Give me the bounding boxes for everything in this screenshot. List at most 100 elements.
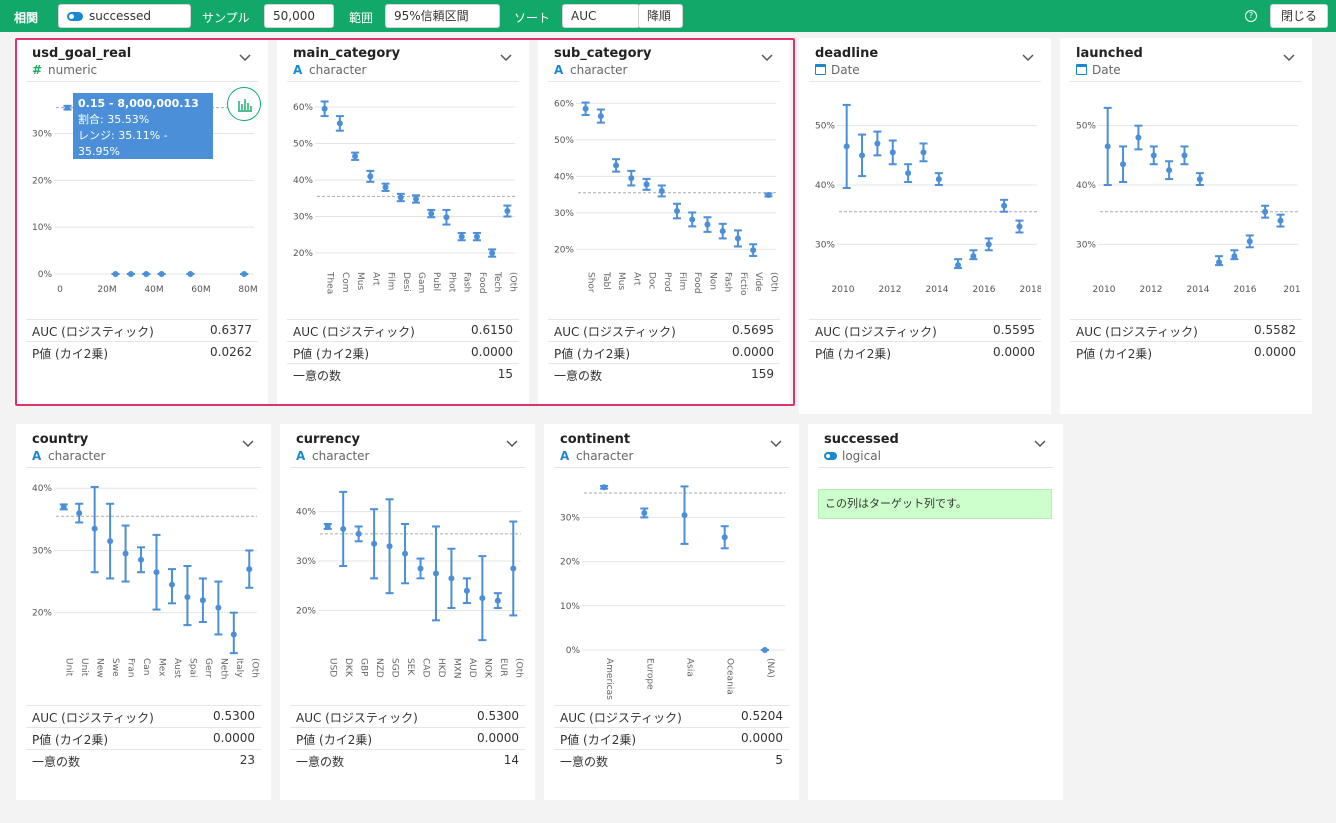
error-bar-point[interactable]: [1261, 204, 1270, 219]
error-bar-point[interactable]: [186, 271, 195, 277]
error-bar-point[interactable]: [733, 229, 742, 248]
error-bar-point[interactable]: [152, 533, 161, 611]
error-bar-point[interactable]: [657, 184, 666, 198]
error-bar-point[interactable]: [1276, 213, 1285, 228]
error-bar-point[interactable]: [339, 490, 348, 567]
error-bar-point[interactable]: [888, 139, 897, 166]
error-bar-point[interactable]: [1119, 145, 1128, 184]
error-bar-point[interactable]: [472, 231, 481, 242]
error-bar-point[interactable]: [488, 248, 497, 258]
error-bar-point[interactable]: [1134, 124, 1143, 151]
error-bar-point[interactable]: [401, 523, 410, 585]
error-bar-chart[interactable]: 0% 10% 20% 30% Americas Europe Asia Oceania (NA): [554, 470, 789, 724]
error-bar-point[interactable]: [121, 524, 130, 583]
error-bar-point[interactable]: [703, 216, 712, 233]
chevron-down-icon[interactable]: [1033, 436, 1047, 450]
error-bar-point[interactable]: [157, 271, 166, 277]
error-bar-point[interactable]: [1165, 160, 1174, 181]
error-bar-point[interactable]: [1149, 145, 1158, 166]
error-bar-point[interactable]: [969, 249, 978, 261]
error-bar-point[interactable]: [503, 204, 512, 218]
error-bar-point[interactable]: [688, 211, 697, 228]
error-bar-point[interactable]: [984, 237, 993, 252]
error-bar-point[interactable]: [442, 208, 451, 226]
error-bar-point[interactable]: [431, 525, 440, 622]
error-bar-point[interactable]: [142, 271, 151, 277]
error-bar-point[interactable]: [416, 557, 425, 580]
error-bar-point[interactable]: [718, 222, 727, 240]
error-bar-point[interactable]: [509, 520, 518, 617]
error-bar-point[interactable]: [600, 484, 609, 491]
error-bar-point[interactable]: [612, 158, 621, 173]
error-bar-point[interactable]: [106, 502, 115, 580]
error-bar-point[interactable]: [1215, 255, 1224, 267]
error-bar-point[interactable]: [351, 151, 360, 161]
chevron-down-icon[interactable]: [499, 50, 513, 64]
chevron-down-icon[interactable]: [505, 436, 519, 450]
sort-order-button[interactable]: 降順: [638, 4, 683, 28]
error-bar-point[interactable]: [1230, 249, 1239, 261]
error-bar-point[interactable]: [214, 580, 223, 636]
chevron-down-icon[interactable]: [1282, 50, 1296, 64]
error-bar-point[interactable]: [90, 485, 99, 574]
error-bar-point[interactable]: [457, 231, 466, 242]
error-bar-point[interactable]: [354, 525, 363, 543]
chevron-down-icon[interactable]: [1021, 50, 1035, 64]
chevron-down-icon[interactable]: [760, 50, 774, 64]
error-bar-point[interactable]: [1015, 219, 1024, 234]
error-bar-point[interactable]: [63, 104, 72, 111]
error-bar-chart[interactable]: 20% 30% 40% 50% 60% Thea Com Mus Art Film Desi Gam P…: [287, 84, 519, 338]
chart-type-button[interactable]: [227, 87, 261, 121]
error-bar-point[interactable]: [858, 133, 867, 178]
error-bar-point[interactable]: [1245, 234, 1254, 249]
error-bar-point[interactable]: [478, 555, 487, 642]
error-bar-point[interactable]: [229, 611, 238, 655]
error-bar-point[interactable]: [680, 485, 689, 545]
error-bar-point[interactable]: [75, 502, 84, 524]
error-bar-point[interactable]: [640, 507, 649, 519]
error-bar-point[interactable]: [370, 508, 379, 580]
error-bar-point[interactable]: [385, 498, 394, 595]
close-button[interactable]: 閉じる: [1270, 4, 1328, 28]
error-bar-point[interactable]: [462, 577, 471, 605]
error-bar-point[interactable]: [720, 525, 729, 550]
error-bar-point[interactable]: [59, 503, 68, 511]
error-bar-point[interactable]: [427, 208, 436, 219]
error-bar-point[interactable]: [183, 565, 192, 627]
error-bar-point[interactable]: [904, 163, 913, 184]
error-bar-point[interactable]: [320, 100, 329, 118]
error-bar-point[interactable]: [1195, 172, 1204, 186]
error-bar-point[interactable]: [1000, 198, 1009, 213]
error-bar-point[interactable]: [335, 115, 344, 132]
error-bar-point[interactable]: [240, 271, 249, 277]
sample-size-input[interactable]: 50,000: [264, 4, 334, 28]
error-bar-point[interactable]: [137, 546, 146, 574]
error-bar-point[interactable]: [873, 130, 882, 157]
error-bar-point[interactable]: [111, 271, 120, 277]
error-bar-point[interactable]: [954, 258, 963, 270]
error-bar-point[interactable]: [581, 101, 590, 116]
error-bar-chart[interactable]: 30% 40% 50% 2010 2012 2014 2016 201: [1070, 84, 1302, 338]
error-bar-point[interactable]: [673, 202, 681, 220]
error-bar-point[interactable]: [1103, 106, 1112, 186]
error-bar-point[interactable]: [198, 577, 207, 623]
error-bar-point[interactable]: [323, 523, 332, 530]
error-bar-point[interactable]: [245, 549, 254, 589]
target-column-select[interactable]: successed: [58, 4, 191, 28]
error-bar-chart[interactable]: 30% 40% 50% 2010 2012 2014 2016 2018: [809, 84, 1043, 338]
error-bar-chart[interactable]: 20% 30% 40% USD DKK GBP NZD SGD SEK CAD HKD MXN AUD N…: [290, 470, 525, 724]
error-bar-point[interactable]: [447, 547, 456, 609]
error-bar-point[interactable]: [396, 192, 405, 203]
error-bar-point[interactable]: [627, 169, 636, 187]
error-bar-point[interactable]: [764, 191, 773, 198]
sort-by-select[interactable]: AUC: [562, 4, 640, 28]
error-bar-point[interactable]: [842, 103, 851, 189]
error-bar-point[interactable]: [919, 142, 928, 163]
range-select[interactable]: 95%信頼区間: [385, 4, 500, 28]
error-bar-point[interactable]: [596, 108, 605, 124]
error-bar-point[interactable]: [1180, 145, 1189, 166]
error-bar-point[interactable]: [381, 182, 390, 192]
chevron-down-icon[interactable]: [241, 436, 255, 450]
error-bar-point[interactable]: [642, 177, 651, 191]
error-bar-chart[interactable]: 20% 30% 40% Unit Unit New Swe Fran Can Mex Aust Spa…: [26, 470, 261, 724]
